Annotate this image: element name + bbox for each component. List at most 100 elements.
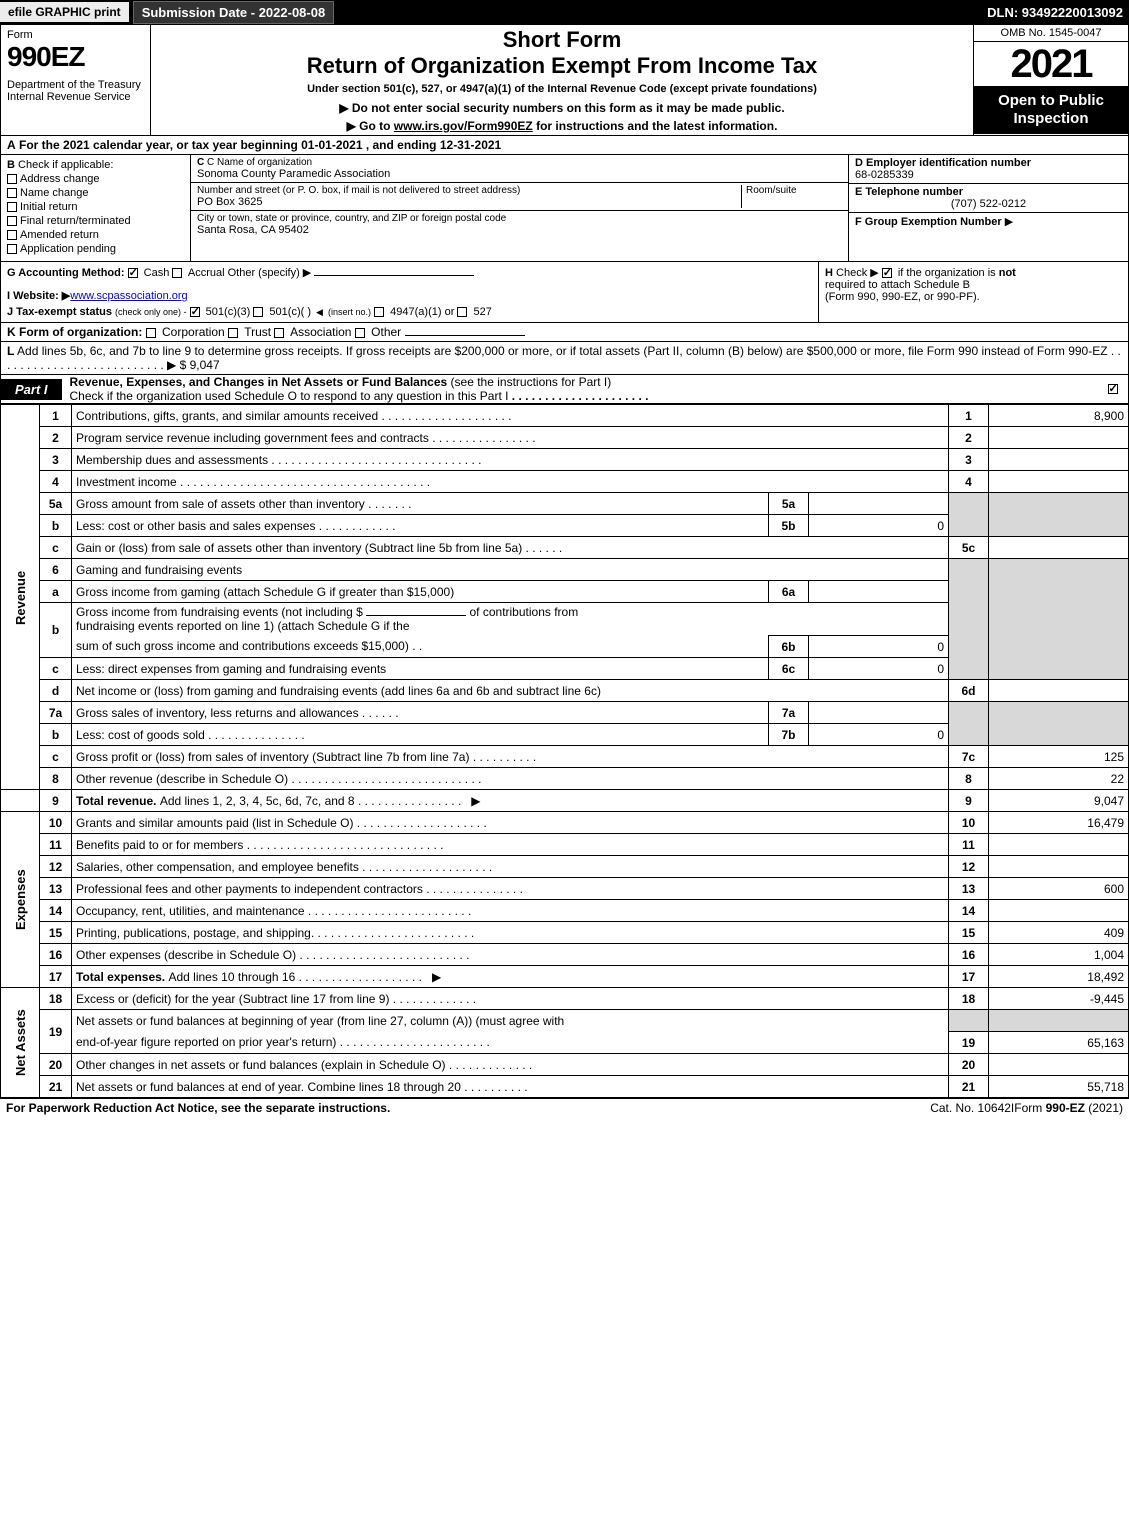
line-2-amt	[989, 427, 1129, 449]
form-word: Form	[7, 29, 144, 41]
cb-association[interactable]	[274, 328, 284, 338]
line-4-no: 4	[949, 471, 989, 493]
cb-accrual[interactable]	[172, 268, 182, 278]
line-8-no: 8	[949, 768, 989, 790]
line-14-amt	[989, 900, 1129, 922]
form-number: 990EZ	[7, 41, 144, 73]
opt-amended-return: Amended return	[20, 229, 99, 241]
line-19-no: 19	[949, 1032, 989, 1054]
org-name: Sonoma County Paramedic Association	[197, 168, 842, 180]
line-6-desc: Gaming and fundraising events	[72, 559, 949, 581]
opt-final-return: Final return/terminated	[20, 215, 131, 227]
line-8-num: 8	[40, 768, 72, 790]
cb-h-check[interactable]	[882, 268, 892, 278]
goto-pre: ▶ Go to	[347, 119, 394, 133]
phone-value: (707) 522-0212	[855, 198, 1122, 210]
line-1-desc: Contributions, gifts, grants, and simila…	[76, 409, 378, 423]
cb-initial-return[interactable]: Initial return	[7, 201, 184, 213]
cb-4947[interactable]	[374, 307, 384, 317]
line-11-amt	[989, 834, 1129, 856]
line-16-amt: 1,004	[989, 944, 1129, 966]
footer-left: For Paperwork Reduction Act Notice, see …	[6, 1101, 930, 1115]
opt-other-org: Other	[371, 325, 401, 339]
line-7c-num: c	[40, 746, 72, 768]
cb-501c[interactable]	[253, 307, 263, 317]
line-6b-blank[interactable]	[366, 615, 466, 616]
line-7c-amt: 125	[989, 746, 1129, 768]
line-6d-amt	[989, 680, 1129, 702]
line-9-no: 9	[949, 790, 989, 812]
line-21-desc: Net assets or fund balances at end of ye…	[76, 1080, 461, 1094]
line-14-num: 14	[40, 900, 72, 922]
cb-amended-return[interactable]: Amended return	[7, 229, 184, 241]
website-link[interactable]: www.scpassociation.org	[70, 290, 187, 302]
l-text: Add lines 5b, 6c, and 7b to line 9 to de…	[17, 344, 1108, 358]
netassets-vlabel: Net Assets	[1, 988, 40, 1098]
line-12-amt	[989, 856, 1129, 878]
h-label: H	[825, 267, 833, 279]
opt-4947: 4947(a)(1) or	[390, 306, 454, 318]
line-6c-desc: Less: direct expenses from gaming and fu…	[76, 662, 386, 676]
line-9-desc: Add lines 1, 2, 3, 4, 5c, 6d, 7c, and 8	[160, 794, 355, 808]
line-7c-desc: Gross profit or (loss) from sales of inv…	[76, 750, 469, 764]
part-i-tab: Part I	[1, 379, 62, 400]
room-suite-label: Room/suite	[742, 185, 842, 208]
l-arrow: ▶	[167, 358, 176, 372]
cb-corporation[interactable]	[146, 328, 156, 338]
cb-part-i-schedule-o[interactable]	[1108, 384, 1118, 394]
line-6c-num: c	[40, 658, 72, 680]
expenses-vlabel: Expenses	[1, 812, 40, 988]
line-5b-sub: 5b	[769, 515, 809, 537]
cb-application-pending[interactable]: Application pending	[7, 243, 184, 255]
h-text3: required to attach Schedule B	[825, 279, 1122, 291]
part-i-title: Revenue, Expenses, and Changes in Net As…	[62, 375, 1100, 403]
opt-application-pending: Application pending	[20, 243, 116, 255]
other-specify-line[interactable]	[314, 275, 474, 276]
goto-post: for instructions and the latest informat…	[533, 119, 778, 133]
irs-link[interactable]: www.irs.gov/Form990EZ	[394, 119, 533, 133]
street-label: Number and street (or P. O. box, if mail…	[197, 185, 737, 196]
line-15-amt: 409	[989, 922, 1129, 944]
j-label: J Tax-exempt status	[7, 306, 112, 318]
line-6b-sub: 6b	[769, 636, 809, 658]
line-7a-sub: 7a	[769, 702, 809, 724]
e-label: E Telephone number	[855, 186, 963, 198]
line-18-num: 18	[40, 988, 72, 1010]
opt-corporation: Corporation	[162, 325, 225, 339]
line-10-desc: Grants and similar amounts paid (list in…	[76, 816, 353, 830]
row-l: L Add lines 5b, 6c, and 7b to line 9 to …	[0, 342, 1129, 375]
line-6a-num: a	[40, 581, 72, 603]
line-5a-desc: Gross amount from sale of assets other t…	[76, 497, 365, 511]
cb-final-return[interactable]: Final return/terminated	[7, 215, 184, 227]
cb-527[interactable]	[457, 307, 467, 317]
other-org-line[interactable]	[405, 335, 525, 336]
line-17-desc: Add lines 10 through 16	[168, 970, 295, 984]
line-20-num: 20	[40, 1054, 72, 1076]
opt-address-change: Address change	[20, 173, 100, 185]
line-6a-subv	[809, 581, 949, 603]
street-value: PO Box 3625	[197, 196, 737, 208]
g-label: G Accounting Method:	[7, 267, 125, 279]
cb-trust[interactable]	[228, 328, 238, 338]
cb-501c3[interactable]	[190, 307, 200, 317]
row-h: H Check ▶ if the organization is not req…	[818, 262, 1128, 322]
line-21-no: 21	[949, 1076, 989, 1098]
line-6-num: 6	[40, 559, 72, 581]
line-14-desc: Occupancy, rent, utilities, and maintena…	[76, 904, 305, 918]
cb-address-change[interactable]: Address change	[7, 173, 184, 185]
line-5b-subv: 0	[809, 515, 949, 537]
h-check-text: Check ▶	[836, 267, 879, 279]
insert-no: (insert no.)	[328, 307, 371, 317]
cb-name-change[interactable]: Name change	[7, 187, 184, 199]
cb-other-org[interactable]	[355, 328, 365, 338]
under-section: Under section 501(c), 527, or 4947(a)(1)…	[157, 83, 967, 95]
line-9-num: 9	[40, 790, 72, 812]
efile-print-button[interactable]: efile GRAPHIC print	[0, 2, 129, 22]
line-19-amt: 65,163	[989, 1032, 1129, 1054]
col-b: B Check if applicable: Address change Na…	[1, 155, 191, 261]
line-16-num: 16	[40, 944, 72, 966]
cb-cash[interactable]	[128, 268, 138, 278]
line-2-no: 2	[949, 427, 989, 449]
line-7b-desc: Less: cost of goods sold	[76, 728, 205, 742]
ein-value: 68-0285339	[855, 169, 1122, 181]
